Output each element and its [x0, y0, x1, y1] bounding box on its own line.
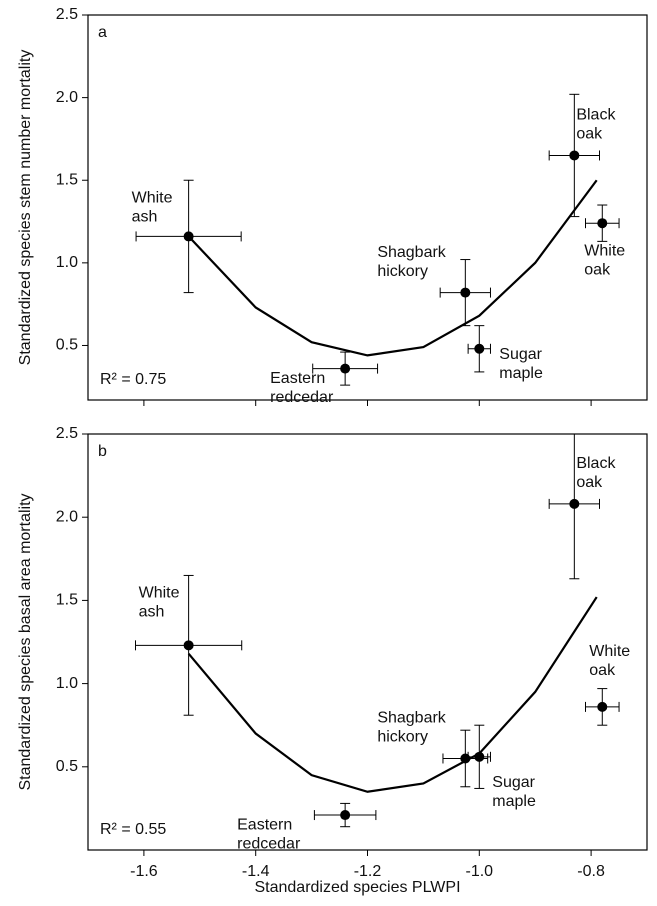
- point-label: Eastern: [270, 370, 325, 387]
- point-label: Black: [576, 107, 616, 124]
- point: [183, 640, 194, 651]
- y-axis-title: Standardized species basal area mortalit…: [17, 493, 34, 790]
- plot-frame: [87, 433, 648, 851]
- point: [183, 231, 194, 242]
- y-axis-title: Standardized species stem number mortali…: [17, 50, 34, 366]
- point-label: hickory: [377, 263, 428, 280]
- point-label: Black: [576, 455, 616, 472]
- x-tick-label: -1.0: [466, 863, 494, 880]
- r-squared: R² = 0.55: [100, 821, 166, 838]
- point: [340, 363, 351, 374]
- point-label: Shagbark: [377, 710, 446, 727]
- panel-label: a: [98, 24, 107, 41]
- point-label: redcedar: [237, 835, 301, 852]
- fit-curve: [187, 179, 598, 357]
- point-label: White: [139, 585, 180, 602]
- point: [340, 810, 351, 821]
- point-label: oak: [576, 474, 603, 491]
- x-tick-label: -1.6: [130, 863, 158, 880]
- point-label: Sugar: [499, 346, 542, 363]
- point: [460, 753, 471, 764]
- point: [474, 751, 485, 762]
- x-axis-title: Standardized species PLWPI: [254, 879, 460, 896]
- y-tick-label: 1.0: [56, 254, 78, 271]
- point-label: oak: [576, 126, 603, 143]
- point: [569, 150, 580, 161]
- y-tick-label: 2.0: [56, 89, 78, 106]
- y-tick-label: 1.5: [56, 592, 78, 609]
- y-tick-label: 2.5: [56, 6, 78, 23]
- point: [460, 287, 471, 298]
- x-tick-label: -0.8: [577, 863, 605, 880]
- point: [597, 218, 608, 229]
- point-label: White: [589, 643, 630, 660]
- x-tick-label: -1.2: [354, 863, 382, 880]
- y-tick-label: 1.5: [56, 171, 78, 188]
- point-label: White: [584, 242, 625, 259]
- point-label: maple: [492, 793, 536, 810]
- y-tick-label: 2.5: [56, 425, 78, 442]
- point-label: hickory: [377, 729, 428, 746]
- plot-frame: [87, 14, 648, 401]
- x-tick-label: -1.4: [242, 863, 270, 880]
- y-tick-label: 0.5: [56, 758, 78, 775]
- panel-label: b: [98, 443, 107, 460]
- point-label: Eastern: [237, 816, 292, 833]
- point-label: White: [132, 190, 173, 207]
- y-tick-label: 0.5: [56, 337, 78, 354]
- y-tick-label: 2.0: [56, 508, 78, 525]
- point-label: ash: [139, 604, 165, 621]
- point: [569, 498, 580, 509]
- point-label: Shagbark: [377, 244, 446, 261]
- r-squared: R² = 0.75: [100, 371, 166, 388]
- point-label: oak: [584, 261, 611, 278]
- y-tick-label: 1.0: [56, 675, 78, 692]
- point-label: redcedar: [270, 389, 334, 406]
- point: [474, 343, 485, 354]
- point-label: ash: [132, 209, 158, 226]
- point-label: maple: [499, 365, 543, 382]
- point-label: oak: [589, 662, 616, 679]
- fit-curve: [187, 596, 598, 793]
- point-label: Sugar: [492, 774, 535, 791]
- point: [597, 701, 608, 712]
